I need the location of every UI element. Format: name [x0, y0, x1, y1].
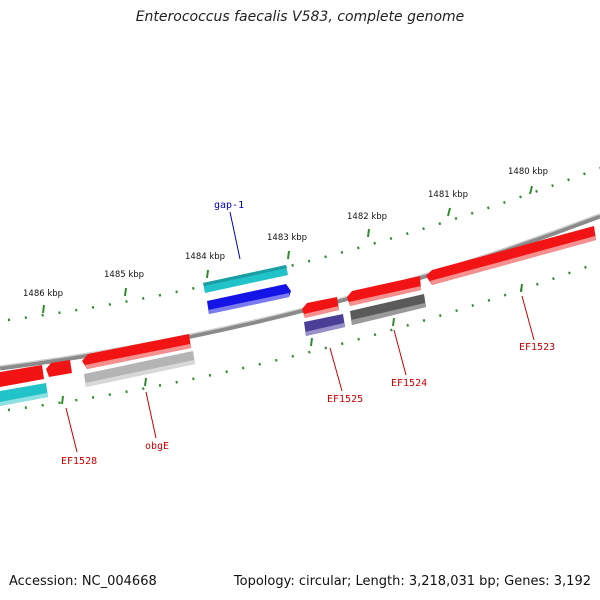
gene-ef1524-grey-feature[interactable]	[350, 294, 426, 325]
gene-gap-1-cyan-shine	[203, 265, 287, 286]
label-ef1524[interactable]: EF1524	[391, 378, 427, 389]
gene-ef1524-red-shadow	[349, 286, 421, 306]
tick-lower-e	[61, 395, 64, 405]
leader-ef1528	[65, 407, 78, 453]
gene-ef1525-purple-shine	[305, 323, 345, 336]
gene-ef1524-red-feature[interactable]	[347, 276, 421, 306]
tick-1483	[287, 250, 290, 260]
tick-1482	[367, 228, 370, 238]
ruler-labels: 1480 kbp 1481 kbp 1482 kbp 1483 kbp 1484…	[23, 167, 548, 299]
gene-small-red-feature[interactable]	[46, 360, 72, 377]
leader-gap-1	[229, 211, 241, 260]
gene-ef1525-red-feature[interactable]	[302, 297, 339, 318]
tick-lower-b	[392, 317, 395, 327]
tick-1481	[447, 207, 451, 217]
gene-ef1528-red-feature[interactable]	[0, 365, 44, 387]
gene-blue-shadow	[208, 293, 289, 314]
gene-ef1528-cyan-feature[interactable]	[0, 383, 48, 406]
gene-ef1523-arrow[interactable]	[426, 226, 596, 285]
tick-lower-c	[310, 337, 313, 347]
gene-blue-feature[interactable]	[207, 284, 291, 314]
label-ef1523[interactable]: EF1523	[519, 342, 555, 353]
leader-ef1525	[329, 347, 343, 392]
ruler-label-1485: 1485 kbp	[104, 270, 144, 280]
upper-ruler	[7, 166, 600, 322]
ruler-label-1482: 1482 kbp	[347, 212, 387, 222]
tick-lower-d	[144, 377, 147, 387]
lower-ruler	[7, 260, 600, 412]
gene-obge-grey-shine	[85, 360, 195, 387]
leader-ef1524	[393, 329, 407, 376]
tick-1486	[42, 304, 45, 314]
tick-1484	[206, 269, 209, 279]
label-ef1528[interactable]: EF1528	[61, 456, 97, 467]
label-gap-1[interactable]: gap-1	[214, 200, 244, 211]
ruler-label-1481: 1481 kbp	[428, 190, 468, 200]
gene-obge-red-shadow	[85, 344, 191, 369]
gene-ef1523-feature[interactable]	[426, 226, 596, 285]
gene-ef1523-shadow	[430, 236, 596, 285]
leader-ef1523	[521, 295, 535, 341]
gene-small-red-arrow[interactable]	[46, 360, 72, 377]
genome-backbone-highlight	[0, 213, 600, 367]
ruler-label-1484: 1484 kbp	[185, 252, 225, 262]
label-obge[interactable]: obgE	[145, 441, 169, 452]
gene-ef1528-cyan-shine	[0, 393, 48, 406]
genome-backbone	[0, 213, 600, 371]
gene-ef1525-red-shadow	[304, 306, 339, 318]
map-title: Enterococcus faecalis V583, complete gen…	[135, 9, 465, 25]
ruler-label-1480: 1480 kbp	[508, 167, 548, 177]
gene-labels: gap-1 EF1523 EF1524 EF1525 obgE EF1528	[61, 200, 555, 467]
gene-gap-1-feature[interactable]	[203, 265, 288, 293]
ruler-label-1486: 1486 kbp	[23, 289, 63, 299]
label-ef1525[interactable]: EF1525	[327, 394, 363, 405]
leader-obge	[145, 391, 157, 439]
tick-lower-a	[520, 283, 523, 293]
tick-1485	[124, 287, 127, 297]
accession-text: Accession: NC_004668	[9, 574, 157, 589]
gene-ef1528-red-arrow[interactable]	[0, 365, 44, 387]
ruler-label-1483: 1483 kbp	[267, 233, 307, 243]
major-ticks	[42, 185, 533, 405]
gene-ef1524-grey-shine	[351, 303, 426, 325]
upper-ruler-dashes	[7, 166, 600, 322]
gene-obge-grey-feature[interactable]	[84, 351, 195, 387]
gene-ef1525-purple-feature[interactable]	[304, 314, 345, 336]
genome-stats-text: Topology: circular; Length: 3,218,031 bp…	[233, 574, 591, 589]
tick-1480	[529, 185, 533, 195]
gene-obge-red-feature[interactable]	[82, 334, 191, 369]
lower-ruler-dashes	[7, 260, 600, 412]
leader-lines	[65, 211, 535, 453]
